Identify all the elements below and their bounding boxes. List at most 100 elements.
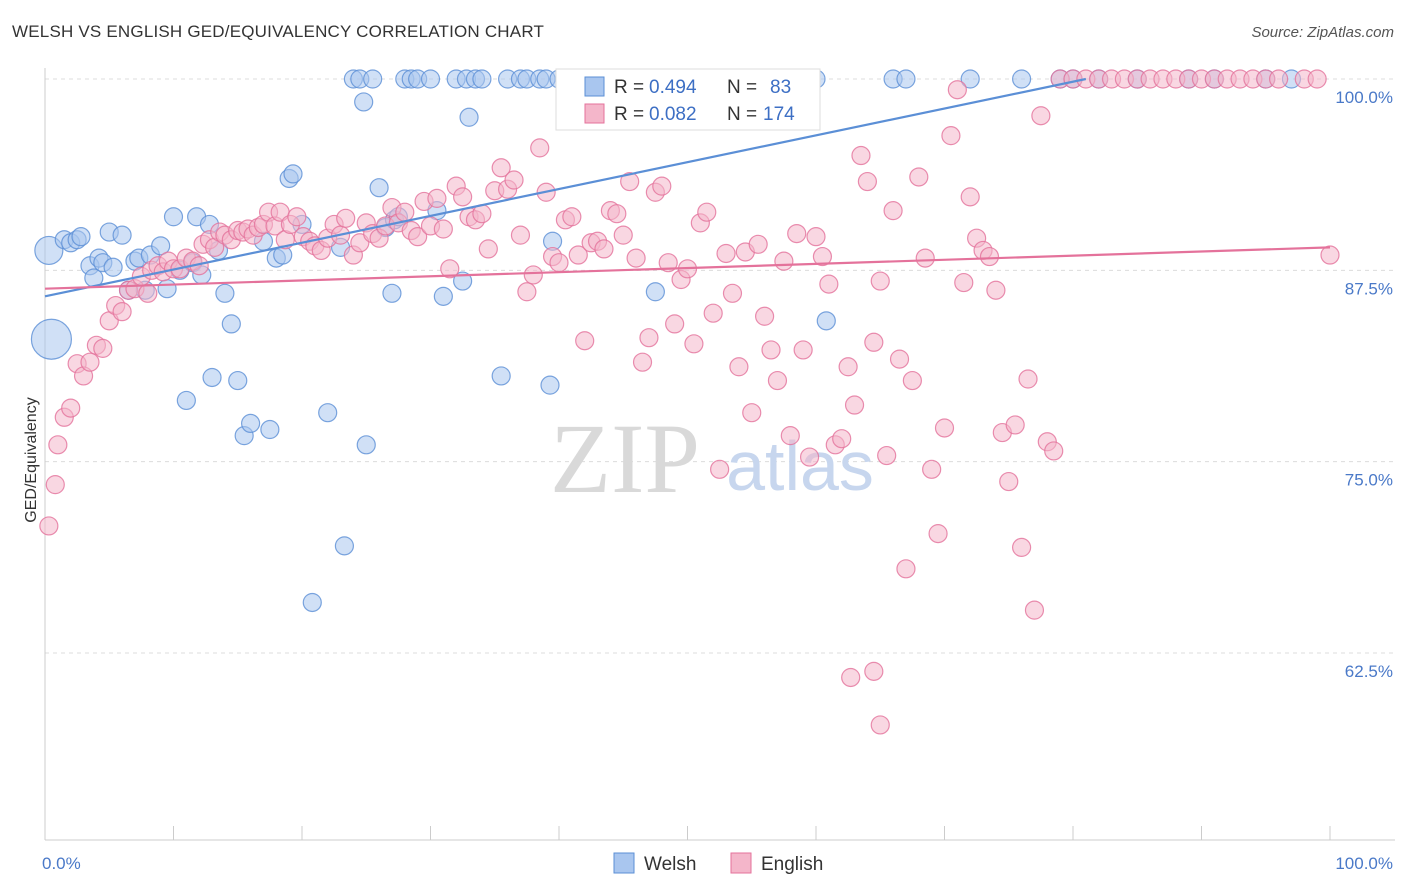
welsh-point (960, 69, 980, 89)
welsh-point (103, 257, 123, 277)
english-point (883, 201, 903, 221)
english-points (39, 69, 1340, 735)
english-point (716, 243, 736, 264)
english-point (530, 138, 550, 158)
welsh-point (334, 536, 355, 556)
y-tick-label-2: 75.0% (1345, 471, 1393, 490)
welsh-point (302, 592, 322, 613)
english-point (575, 331, 595, 351)
welsh-point (816, 311, 836, 331)
welsh-point (453, 271, 473, 291)
legend-english-marker (730, 852, 752, 874)
english-point (754, 306, 775, 326)
english-point (774, 251, 794, 271)
english-point (594, 239, 614, 259)
english-point (986, 280, 1006, 300)
english-point (112, 302, 132, 322)
english-point (812, 246, 833, 267)
english-trend-line (44, 246, 1331, 290)
english-point (395, 202, 415, 222)
english-point (440, 259, 460, 279)
welsh-point (228, 370, 248, 391)
english-point (806, 227, 826, 247)
english-point (433, 219, 453, 239)
english-point (896, 559, 916, 579)
english-point (80, 352, 100, 372)
legend-welsh-r-label: R = (614, 77, 644, 98)
legend-welsh-swatch (584, 76, 605, 97)
english-point (45, 475, 65, 495)
english-point (870, 715, 890, 735)
welsh-point (896, 69, 916, 89)
chart-title: WELSH VS ENGLISH GED/EQUIVALENCY CORRELA… (12, 22, 545, 41)
english-point (453, 187, 473, 207)
y-tick-labels: 100.0% 87.5% 75.0% 62.5% (1335, 88, 1393, 681)
welsh-point (241, 413, 261, 433)
english-point (729, 357, 749, 377)
watermark-atlas: atlas (726, 427, 874, 505)
english-point (1024, 600, 1045, 620)
english-point (941, 126, 961, 146)
english-point (684, 334, 704, 354)
legend-english-name: English (761, 854, 823, 875)
english-point (799, 447, 820, 467)
y-axis-label: GED/Equivalency (23, 397, 40, 522)
welsh-points (30, 69, 1302, 613)
english-point (568, 245, 588, 265)
welsh-point (260, 419, 280, 440)
welsh-point (318, 403, 338, 423)
english-point (39, 516, 59, 536)
y-tick-label-0: 100.0% (1335, 88, 1393, 107)
watermark-zip: ZIP (550, 403, 700, 514)
english-point (870, 271, 890, 291)
english-point (1268, 69, 1289, 89)
english-point (504, 170, 524, 190)
legend-welsh-name: Welsh (644, 854, 696, 875)
english-point (722, 283, 743, 303)
english-point (832, 429, 852, 449)
english-point (427, 188, 447, 208)
english-point (857, 171, 878, 192)
english-point (915, 248, 935, 268)
english-point (767, 370, 788, 391)
english-point (877, 445, 897, 466)
english-point (922, 459, 942, 479)
welsh-point (163, 207, 184, 227)
english-point (48, 435, 68, 455)
grid-lines (45, 78, 1395, 654)
welsh-point (30, 318, 73, 360)
english-point (549, 253, 569, 273)
correlation-legend: R = 0.494 N = 83 R = 0.082 N = 174 (555, 68, 821, 131)
legend-welsh-marker (613, 852, 635, 874)
x-tick-label-1: 100.0% (1335, 854, 1393, 873)
english-point (844, 395, 865, 415)
legend-welsh-r-value: 0.494 (649, 77, 697, 98)
welsh-point (1011, 69, 1032, 89)
english-point (658, 253, 678, 273)
english-point (138, 283, 158, 303)
english-point (632, 352, 653, 372)
english-point (336, 208, 356, 228)
english-point (1005, 415, 1025, 435)
english-point (1031, 106, 1051, 126)
english-point (999, 471, 1019, 492)
welsh-point (459, 107, 479, 127)
y-tick-label-1: 87.5% (1345, 279, 1393, 298)
english-point (1307, 69, 1327, 89)
english-point (562, 207, 582, 227)
english-point (697, 202, 717, 222)
english-point (928, 524, 948, 544)
axes (44, 68, 1395, 841)
english-point (478, 239, 498, 259)
english-point (1044, 441, 1064, 461)
english-point (510, 225, 531, 245)
english-point (960, 187, 980, 207)
english-point (761, 340, 781, 360)
english-point (620, 171, 640, 192)
english-point (652, 176, 672, 196)
watermark: ZIP atlas (550, 403, 874, 514)
legend-english-n-label: N = (727, 104, 757, 125)
x-tick-label-0: 0.0% (42, 854, 81, 873)
welsh-point (356, 435, 376, 455)
